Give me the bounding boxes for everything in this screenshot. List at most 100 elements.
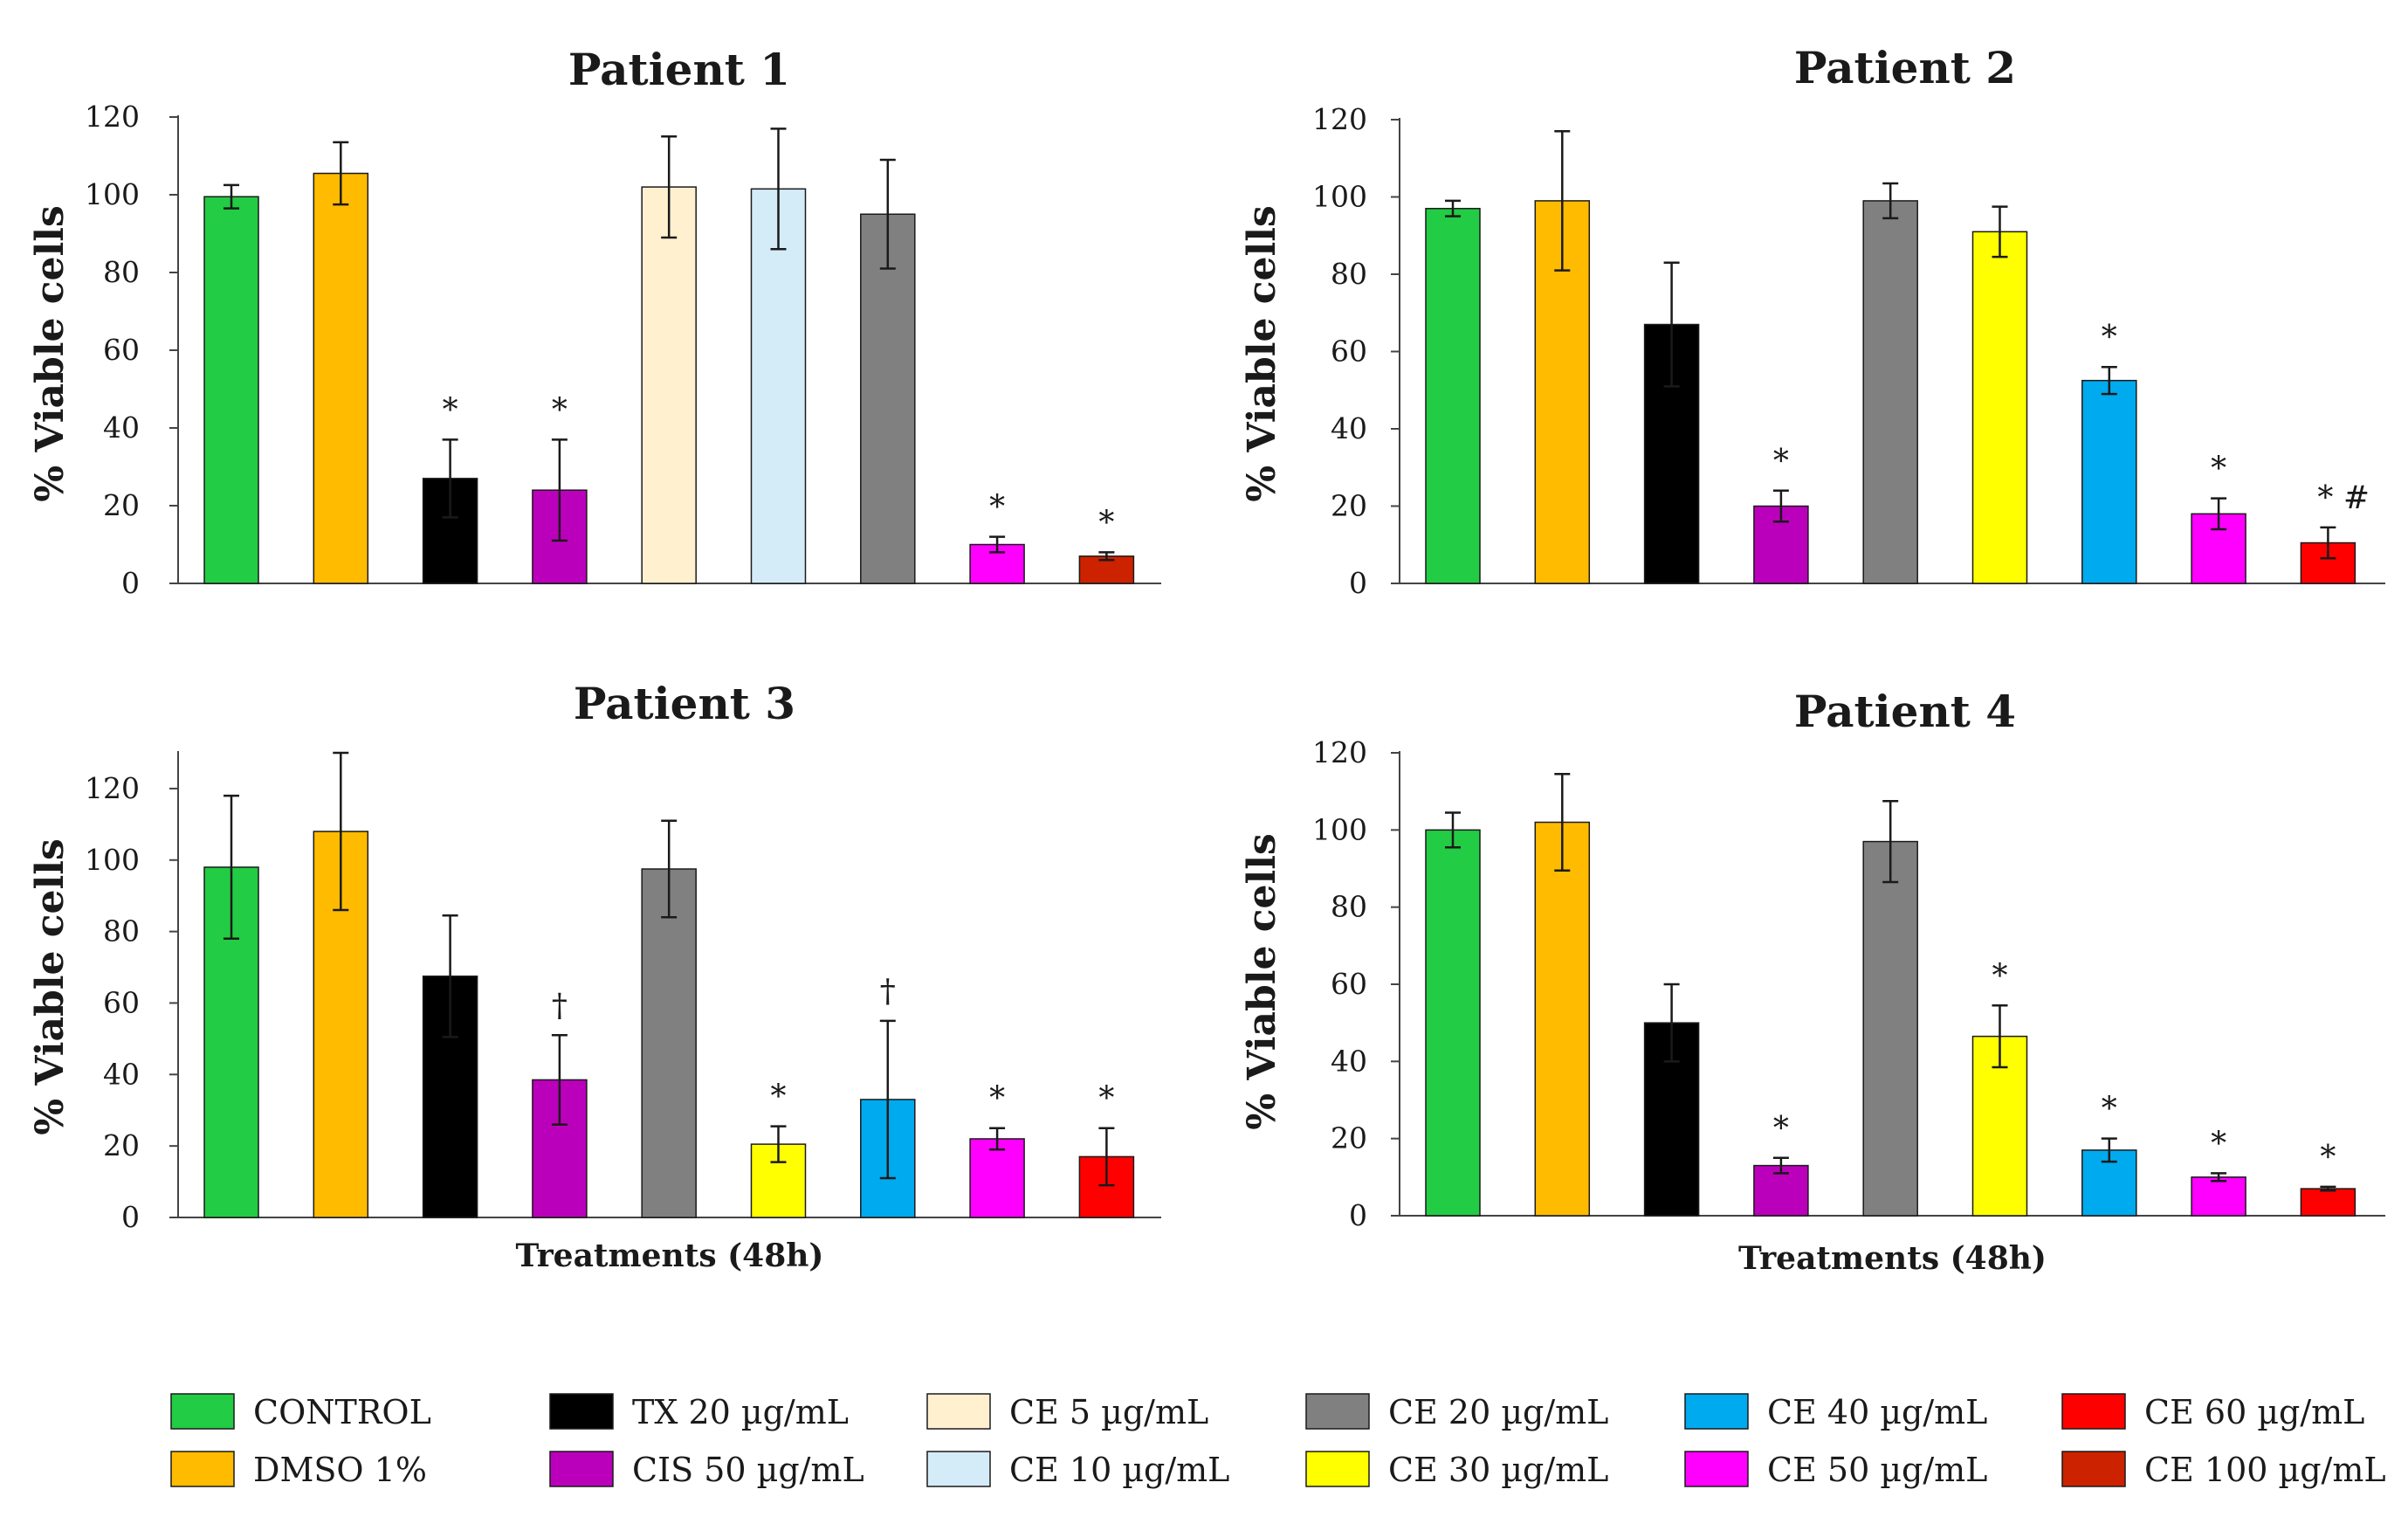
y-tick-label: 80 <box>103 255 140 289</box>
y-tick-label: 80 <box>1331 257 1367 291</box>
bar-dmso <box>1534 821 1591 1217</box>
y-tick-label: 0 <box>1349 566 1367 600</box>
bar-group-control <box>203 794 259 1218</box>
y-tick-label: 0 <box>1349 1198 1367 1232</box>
y-tick-label: 20 <box>1331 1121 1367 1155</box>
significance-marker: * <box>2211 1126 2226 1162</box>
significance-marker: † <box>552 988 568 1024</box>
bar-group-ce5 <box>641 135 697 584</box>
legend-label: CE 50 µg/mL <box>1767 1451 1987 1489</box>
y-tick-label: 20 <box>103 488 140 522</box>
legend-item-ce40: CE 40 µg/mL <box>1684 1393 1987 1431</box>
bar-ce5 <box>641 186 697 584</box>
legend-swatch-cis50 <box>549 1451 614 1487</box>
bar-group-ce50: * <box>969 490 1025 584</box>
legend-label: CE 40 µg/mL <box>1767 1393 1987 1431</box>
y-tick-label: 60 <box>1331 334 1367 369</box>
legend-item-control: CONTROL <box>170 1393 431 1431</box>
y-tick-label: 60 <box>1331 967 1367 1001</box>
bar-group-dmso <box>1534 130 1591 584</box>
x-axis-label: Treatments (48h) <box>1738 1240 2047 1277</box>
bar-group-control <box>1425 199 1481 584</box>
y-tick-label: 40 <box>103 410 140 445</box>
bar-group-control <box>203 183 259 584</box>
chart-title: Patient 4 <box>1794 686 2016 737</box>
significance-marker: * <box>443 392 458 428</box>
bar-group-dmso <box>313 751 369 1218</box>
significance-marker: * <box>552 392 568 428</box>
bar-group-ce60: * <box>2300 1140 2356 1217</box>
legend: CONTROL DMSO 1% TX 20 µg/mL CIS 50 µg/mL CE … <box>170 1393 2386 1489</box>
y-tick-label: 100 <box>1312 180 1367 214</box>
bar-dmso <box>313 172 369 584</box>
y-tick-label: 100 <box>85 177 140 211</box>
bar-cis50 <box>1753 1164 1809 1217</box>
legend-swatch-ce5 <box>926 1393 991 1430</box>
significance-marker: † <box>880 974 896 1010</box>
y-tick-label: 20 <box>1331 489 1367 523</box>
significance-marker: * <box>2102 1092 2117 1127</box>
y-tick-label: 100 <box>1312 812 1367 846</box>
bar-ce50 <box>2191 1176 2246 1217</box>
bar-group-cis50: * <box>1753 1111 1809 1217</box>
bar-group-ce40: † <box>860 974 916 1218</box>
y-tick-label: 80 <box>103 914 140 948</box>
bar-control <box>1425 829 1481 1217</box>
y-tick-label: 0 <box>121 1200 140 1234</box>
legend-swatch-ce40 <box>1684 1393 1749 1430</box>
bar-ce20 <box>860 213 916 584</box>
legend-item-ce5: CE 5 µg/mL <box>926 1393 1208 1431</box>
significance-marker: * <box>1773 444 1789 479</box>
y-tick-label: 120 <box>1312 735 1367 769</box>
bar-group-ce40: * <box>2081 1092 2137 1217</box>
legend-item-ce50: CE 50 µg/mL <box>1684 1451 1987 1489</box>
legend-item-dmso: DMSO 1% <box>170 1451 427 1489</box>
legend-swatch-ce100 <box>2061 1451 2126 1487</box>
legend-item-ce30: CE 30 µg/mL <box>1305 1451 1608 1489</box>
y-axis-label: % Viable cells <box>1240 205 1284 502</box>
chart-panel-3: Patient 3 % Viable cells Treatments (48h) 0… <box>28 678 1161 1274</box>
y-tick-label: 40 <box>103 1057 140 1091</box>
legend-item-tx20: TX 20 µg/mL <box>549 1393 849 1431</box>
legend-swatch-ce30 <box>1305 1451 1370 1487</box>
bar-group-cis50: * <box>532 392 588 584</box>
significance-marker: * <box>989 1081 1005 1117</box>
bar-group-ce50: * <box>2191 452 2246 584</box>
bar-group-ce30: * <box>1971 958 2028 1217</box>
bar-group-ce50: * <box>969 1081 1025 1218</box>
y-axis-label: % Viable cells <box>28 205 72 502</box>
legend-label: CE 30 µg/mL <box>1388 1451 1608 1489</box>
bar-group-control <box>1425 811 1481 1217</box>
legend-label: CE 100 µg/mL <box>2144 1451 2386 1489</box>
legend-label: CIS 50 µg/mL <box>632 1451 864 1489</box>
y-axis-label: % Viable cells <box>28 838 72 1135</box>
significance-marker: * <box>1098 505 1114 541</box>
significance-marker: * <box>1098 1081 1114 1117</box>
chart-panels: Patient 1 % Viable cells 0 20 40 60 80 100 120 * *… <box>28 42 2385 1277</box>
y-tick-label: 80 <box>1331 890 1367 924</box>
y-tick-label: 60 <box>103 985 140 1019</box>
bar-group-tx20 <box>422 914 478 1218</box>
bar-group-cis50: * <box>1753 444 1809 584</box>
legend-swatch-ce10 <box>926 1451 991 1487</box>
y-tick-label: 0 <box>121 566 140 600</box>
bar-group-ce20 <box>860 158 916 584</box>
bar-group-ce40: * <box>2081 320 2137 584</box>
chart-title: Patient 2 <box>1794 42 2016 93</box>
bar-group-ce60: * <box>1078 1081 1135 1218</box>
bar-group-ce100: * <box>1078 505 1135 584</box>
bar-group-ce10 <box>750 128 807 584</box>
significance-marker: * <box>1773 1111 1789 1147</box>
bar-group-dmso <box>1534 773 1591 1217</box>
y-tick-label: 60 <box>103 333 140 367</box>
bar-group-ce20 <box>1862 182 1918 584</box>
significance-marker: * <box>989 490 1005 526</box>
significance-marker: * <box>2102 320 2117 355</box>
y-tick-label: 20 <box>103 1128 140 1162</box>
legend-label: CE 10 µg/mL <box>1009 1451 1229 1489</box>
y-axis-label: % Viable cells <box>1240 833 1284 1130</box>
bar-ce60 <box>2300 1188 2356 1217</box>
legend-item-cis50: CIS 50 µg/mL <box>549 1451 864 1489</box>
legend-label: CE 5 µg/mL <box>1009 1393 1208 1431</box>
